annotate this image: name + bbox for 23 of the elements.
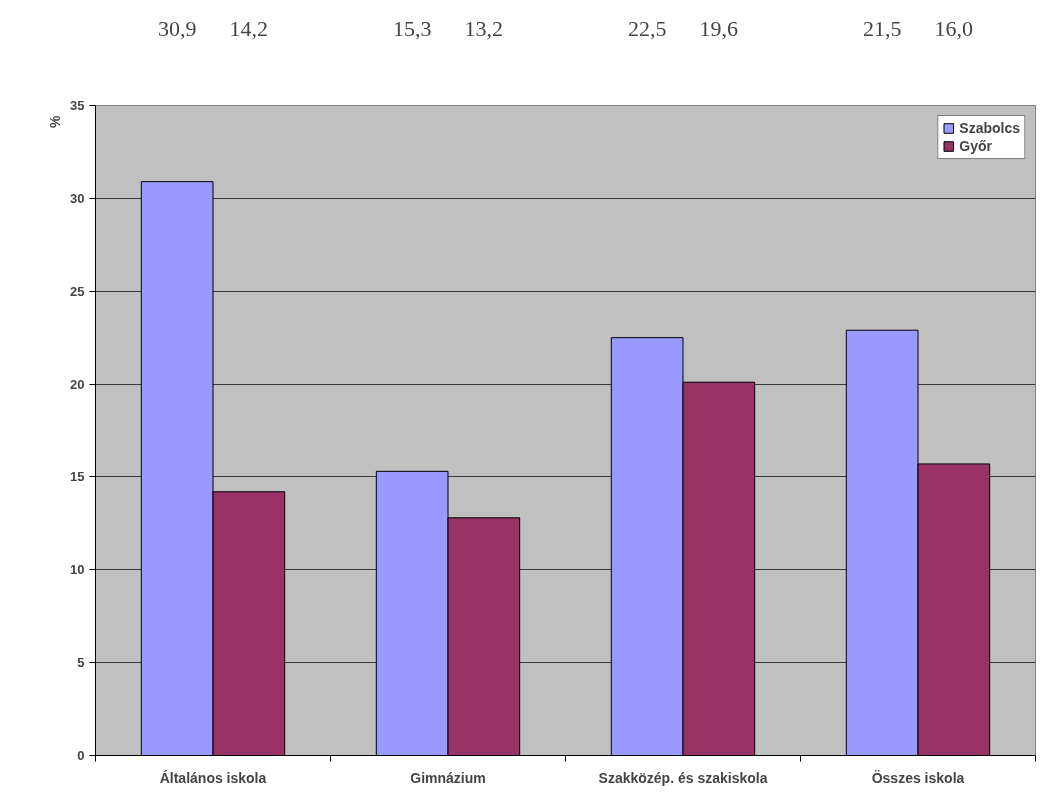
x-tick-label: Szakközép. és szakiskola	[598, 769, 768, 786]
text: 21,5	[862, 16, 902, 41]
text: 22,5	[627, 16, 667, 41]
y-tick-label: 20	[70, 376, 85, 392]
legend-label: Szabolcs	[959, 120, 1020, 136]
y-axis-title: %	[46, 114, 63, 128]
text: 16,0	[934, 16, 974, 41]
text: 30,9	[157, 16, 197, 41]
text: 15,3	[392, 16, 432, 41]
legend-label: Győr	[959, 138, 992, 154]
y-tick-label: 30	[70, 190, 85, 206]
y-tick-label: 0	[77, 748, 85, 763]
x-tick-label: Gimnázium	[410, 769, 486, 786]
text: 13,2	[464, 16, 504, 41]
y-tick-label: 10	[70, 562, 85, 578]
x-tick-label: Összes iskola	[871, 769, 965, 786]
x-tick-label: Általános iskola	[159, 769, 267, 786]
y-tick-label: 15	[70, 469, 85, 485]
y-tick-label: 35	[70, 98, 85, 113]
y-tick-label: 5	[77, 655, 85, 671]
text: 14,2	[229, 16, 269, 41]
y-tick-label: 25	[70, 283, 85, 299]
text: 19,6	[699, 16, 739, 41]
